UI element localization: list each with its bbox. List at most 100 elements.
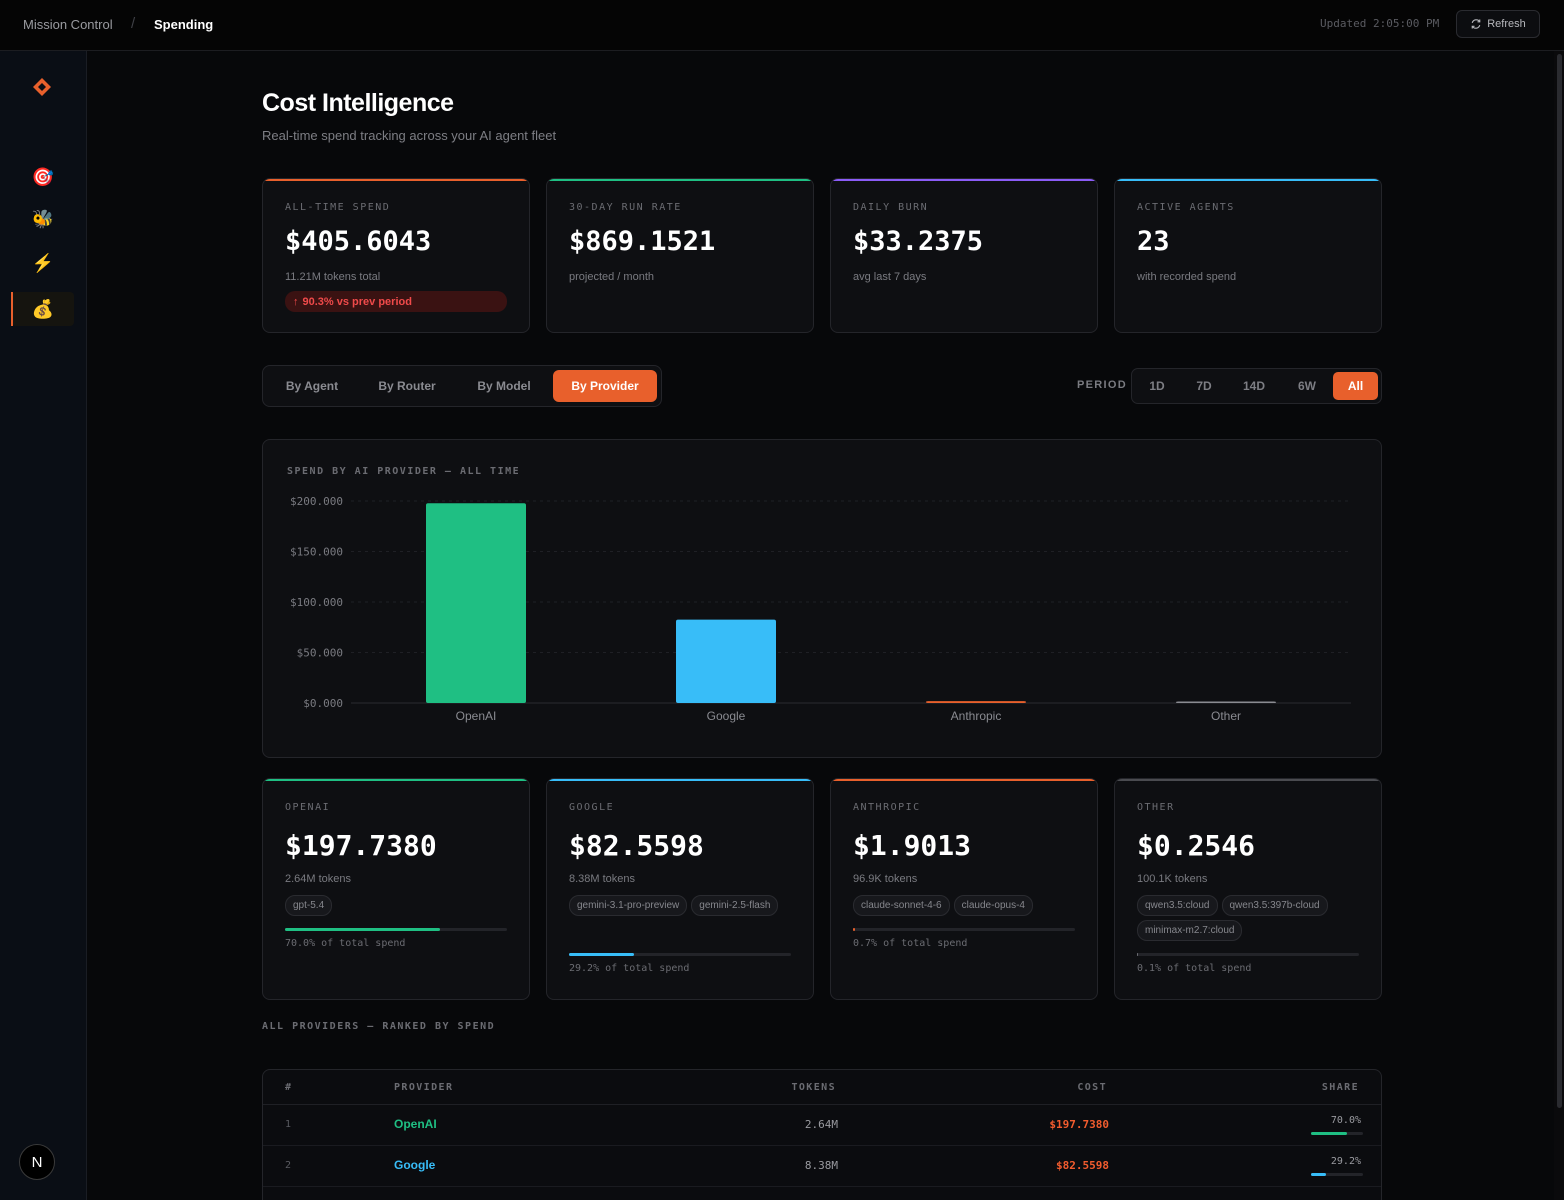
period-selector: 1D 7D 14D 6W All: [1131, 368, 1382, 404]
table-row[interactable]: 2 Google 8.38M $82.5598 29.2%: [263, 1146, 1381, 1187]
provider-cost: $0.2546: [1137, 829, 1256, 862]
refresh-label: Refresh: [1487, 18, 1526, 30]
tab-by-model[interactable]: By Model: [477, 379, 531, 393]
y-tick-label: $50.000: [297, 647, 343, 660]
share-bar-fill: [1137, 953, 1139, 956]
card-accent: [547, 779, 813, 781]
stat-label: DAILY BURN: [853, 202, 929, 213]
sidebar-item-bee-icon[interactable]: 🐝: [31, 208, 55, 229]
provider-tokens: 96.9K tokens: [853, 873, 918, 885]
share-bar-fill: [285, 928, 441, 931]
row-provider[interactable]: OpenAI: [394, 1117, 437, 1131]
breadcrumb-root[interactable]: Mission Control: [23, 17, 113, 32]
table-header-divider: [263, 1104, 1381, 1105]
table-row[interactable]: 1 OpenAI 2.64M $197.7380 70.0%: [263, 1105, 1381, 1146]
arrow-up-icon: ↑: [293, 295, 299, 308]
provider-cost: $197.7380: [285, 829, 437, 862]
period-all[interactable]: All: [1333, 372, 1378, 400]
period-6w[interactable]: 6W: [1298, 379, 1316, 393]
provider-tokens: 8.38M tokens: [569, 873, 636, 885]
avatar[interactable]: N: [19, 1144, 55, 1180]
card-accent: [263, 779, 529, 781]
providers-table: # PROVIDER TOKENS COST SHARE 1 OpenAI 2.…: [262, 1069, 1382, 1200]
stat-card-all-time-spend: ALL-TIME SPEND $405.6043 11.21M tokens t…: [262, 178, 530, 333]
sidebar-item-target-icon[interactable]: 🎯: [31, 166, 55, 187]
bar-openai[interactable]: [426, 503, 526, 703]
chart-title: SPEND BY AI PROVIDER — ALL TIME: [287, 466, 521, 477]
last-updated-text: Updated 2:05:00 PM: [1320, 17, 1440, 30]
row-provider[interactable]: Google: [394, 1158, 436, 1172]
col-header-rank: #: [285, 1082, 293, 1093]
provider-label: GOOGLE: [569, 802, 615, 813]
tab-by-agent[interactable]: By Agent: [285, 379, 339, 393]
stat-value: $33.2375: [853, 226, 984, 257]
sidebar-item-lightning-icon[interactable]: ⚡: [31, 252, 55, 273]
provider-cost: $1.9013: [853, 829, 972, 862]
col-header-cost: COST: [1077, 1082, 1107, 1093]
delta-text: 90.3% vs prev period: [302, 295, 412, 308]
x-tick-label: Google: [707, 709, 746, 723]
model-chip: gemini-2.5-flash: [691, 895, 779, 916]
col-header-tokens: TOKENS: [791, 1082, 836, 1093]
stat-card-daily-burn: DAILY BURN $33.2375 avg last 7 days: [830, 178, 1098, 333]
model-chips: claude-sonnet-4-6 claude-opus-4: [853, 895, 1083, 916]
row-rank: 2: [285, 1160, 292, 1171]
bar-anthropic[interactable]: [926, 701, 1026, 703]
model-chips: gemini-3.1-pro-preview gemini-2.5-flash: [569, 895, 799, 916]
share-text: 70.0% of total spend: [285, 938, 406, 949]
card-accent: [1115, 179, 1381, 181]
provider-label: ANTHROPIC: [853, 802, 921, 813]
logo-diamond-icon[interactable]: [31, 76, 53, 98]
share-text: 0.7% of total spend: [853, 938, 968, 949]
y-tick-label: $200.000: [290, 495, 343, 508]
row-share-bar-fill: [1311, 1173, 1327, 1176]
breadcrumb-separator: /: [131, 15, 136, 32]
stat-label: 30-DAY RUN RATE: [569, 202, 682, 213]
stat-sub: 11.21M tokens total: [285, 271, 381, 283]
provider-card-anthropic: ANTHROPIC $1.9013 96.9K tokens claude-so…: [830, 778, 1098, 1000]
col-header-share: SHARE: [1321, 1082, 1359, 1093]
period-7d[interactable]: 7D: [1196, 379, 1212, 393]
share-bar: [853, 928, 1075, 931]
y-tick-label: $150.000: [290, 546, 343, 559]
period-1d[interactable]: 1D: [1149, 379, 1165, 393]
model-chip: claude-opus-4: [953, 895, 1033, 916]
provider-label: OPENAI: [285, 802, 331, 813]
model-chip: gemini-3.1-pro-preview: [569, 895, 688, 916]
tab-by-provider[interactable]: By Provider: [553, 370, 657, 402]
model-chip: qwen3.5:397b-cloud: [1221, 895, 1328, 916]
stat-sub: projected / month: [569, 271, 654, 283]
provider-card-other: OTHER $0.2546 100.1K tokens qwen3.5:clou…: [1114, 778, 1382, 1000]
refresh-button[interactable]: Refresh: [1456, 10, 1540, 38]
tab-by-router[interactable]: By Router: [378, 379, 436, 393]
x-tick-label: Anthropic: [951, 709, 1002, 723]
share-bar-fill: [569, 953, 634, 956]
row-share: 29.2%: [1330, 1156, 1361, 1167]
provider-label: OTHER: [1137, 802, 1175, 813]
share-text: 0.1% of total spend: [1137, 963, 1252, 974]
stat-label: ALL-TIME SPEND: [285, 202, 391, 213]
bar-other[interactable]: [1176, 701, 1276, 704]
page-subtitle: Real-time spend tracking across your AI …: [262, 128, 557, 143]
stat-card-active-agents: ACTIVE AGENTS 23 with recorded spend: [1114, 178, 1382, 333]
period-label: PERIOD: [1077, 379, 1127, 391]
bar-google[interactable]: [676, 619, 776, 703]
provider-tokens: 2.64M tokens: [285, 873, 352, 885]
sidebar: 🎯 🐝 ⚡ 💰 N: [0, 51, 87, 1200]
scrollbar-thumb[interactable]: [1557, 54, 1562, 1108]
bar-chart: $0.000 $50.000 $100.000 $150.000 $200.000 Ope…: [290, 495, 1351, 723]
col-header-provider: PROVIDER: [394, 1082, 454, 1093]
stat-value: $405.6043: [285, 226, 432, 257]
share-text: 29.2% of total spend: [569, 963, 690, 974]
model-chip: gpt-5.4: [285, 895, 333, 916]
row-tokens: 8.38M: [804, 1159, 838, 1172]
sidebar-item-money-bag-icon[interactable]: 💰: [11, 292, 74, 326]
model-chip: minimax-m2.7:cloud: [1137, 920, 1243, 941]
stat-card-run-rate: 30-DAY RUN RATE $869.1521 projected / mo…: [546, 178, 814, 333]
model-chips: gpt-5.4: [285, 895, 515, 916]
model-chips: qwen3.5:cloud qwen3.5:397b-cloud minimax…: [1137, 895, 1367, 941]
period-14d[interactable]: 14D: [1242, 379, 1265, 393]
card-accent: [831, 179, 1097, 181]
model-chip: claude-sonnet-4-6: [853, 895, 950, 916]
row-rank: 1: [285, 1119, 292, 1130]
